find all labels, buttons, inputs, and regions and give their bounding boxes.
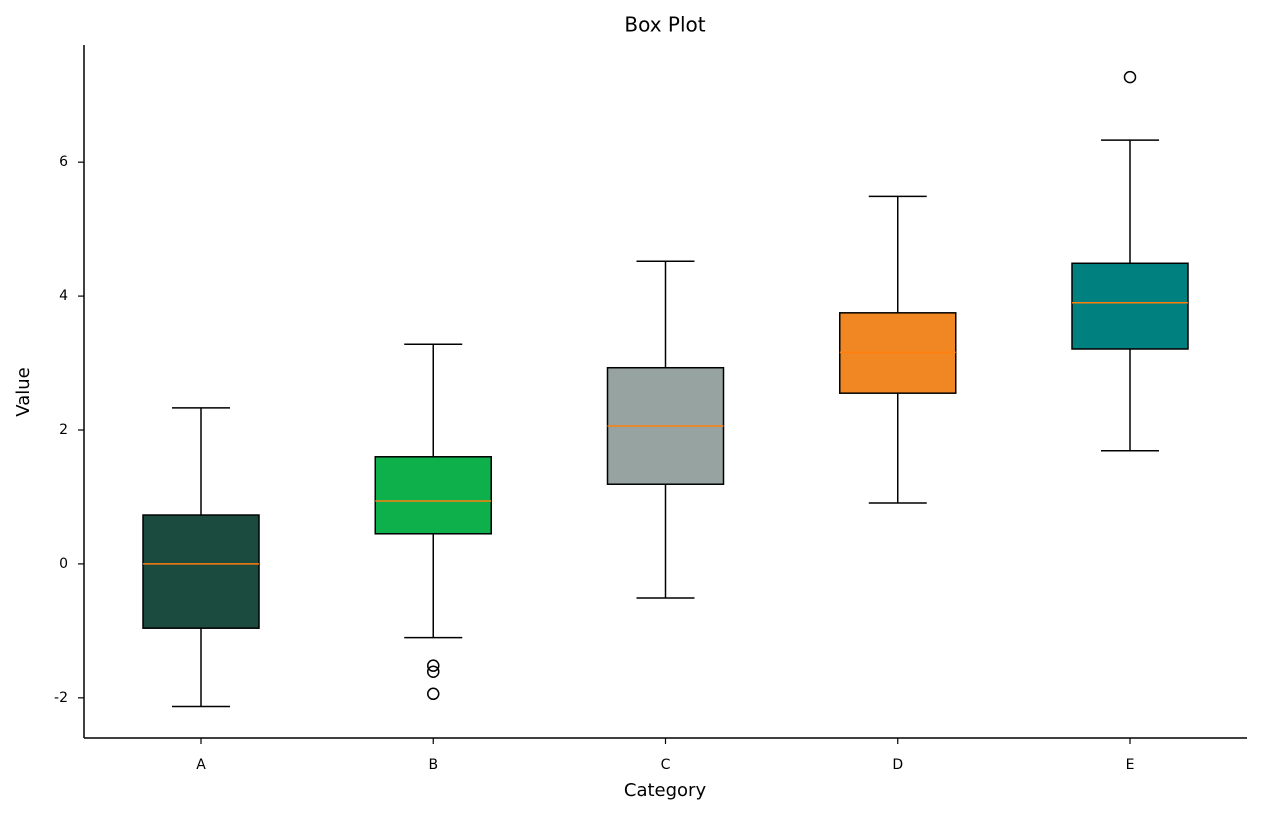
outlier <box>1123 70 1137 84</box>
box <box>142 514 260 629</box>
outlier <box>427 659 440 672</box>
outlier <box>427 687 440 701</box>
y-tick-label: 6 <box>59 154 68 170</box>
x-tick-label: B <box>428 757 438 773</box>
x-tick-label: C <box>661 757 671 773</box>
box <box>374 456 492 535</box>
y-tick-label: 0 <box>59 556 68 572</box>
outlier <box>427 665 440 678</box>
y-tick-label: 4 <box>59 288 68 304</box>
x-tick-label: D <box>892 757 903 773</box>
y-tick-label: -2 <box>54 690 68 706</box>
x-axis-label: Category <box>624 780 707 801</box>
box <box>1071 262 1189 350</box>
x-tick-label: A <box>196 757 206 773</box>
chart-title: Box Plot <box>624 13 705 37</box>
y-tick-label: 2 <box>59 422 68 438</box>
y-axis-label: Value <box>13 367 34 416</box>
x-tick-label: E <box>1126 757 1135 773</box>
